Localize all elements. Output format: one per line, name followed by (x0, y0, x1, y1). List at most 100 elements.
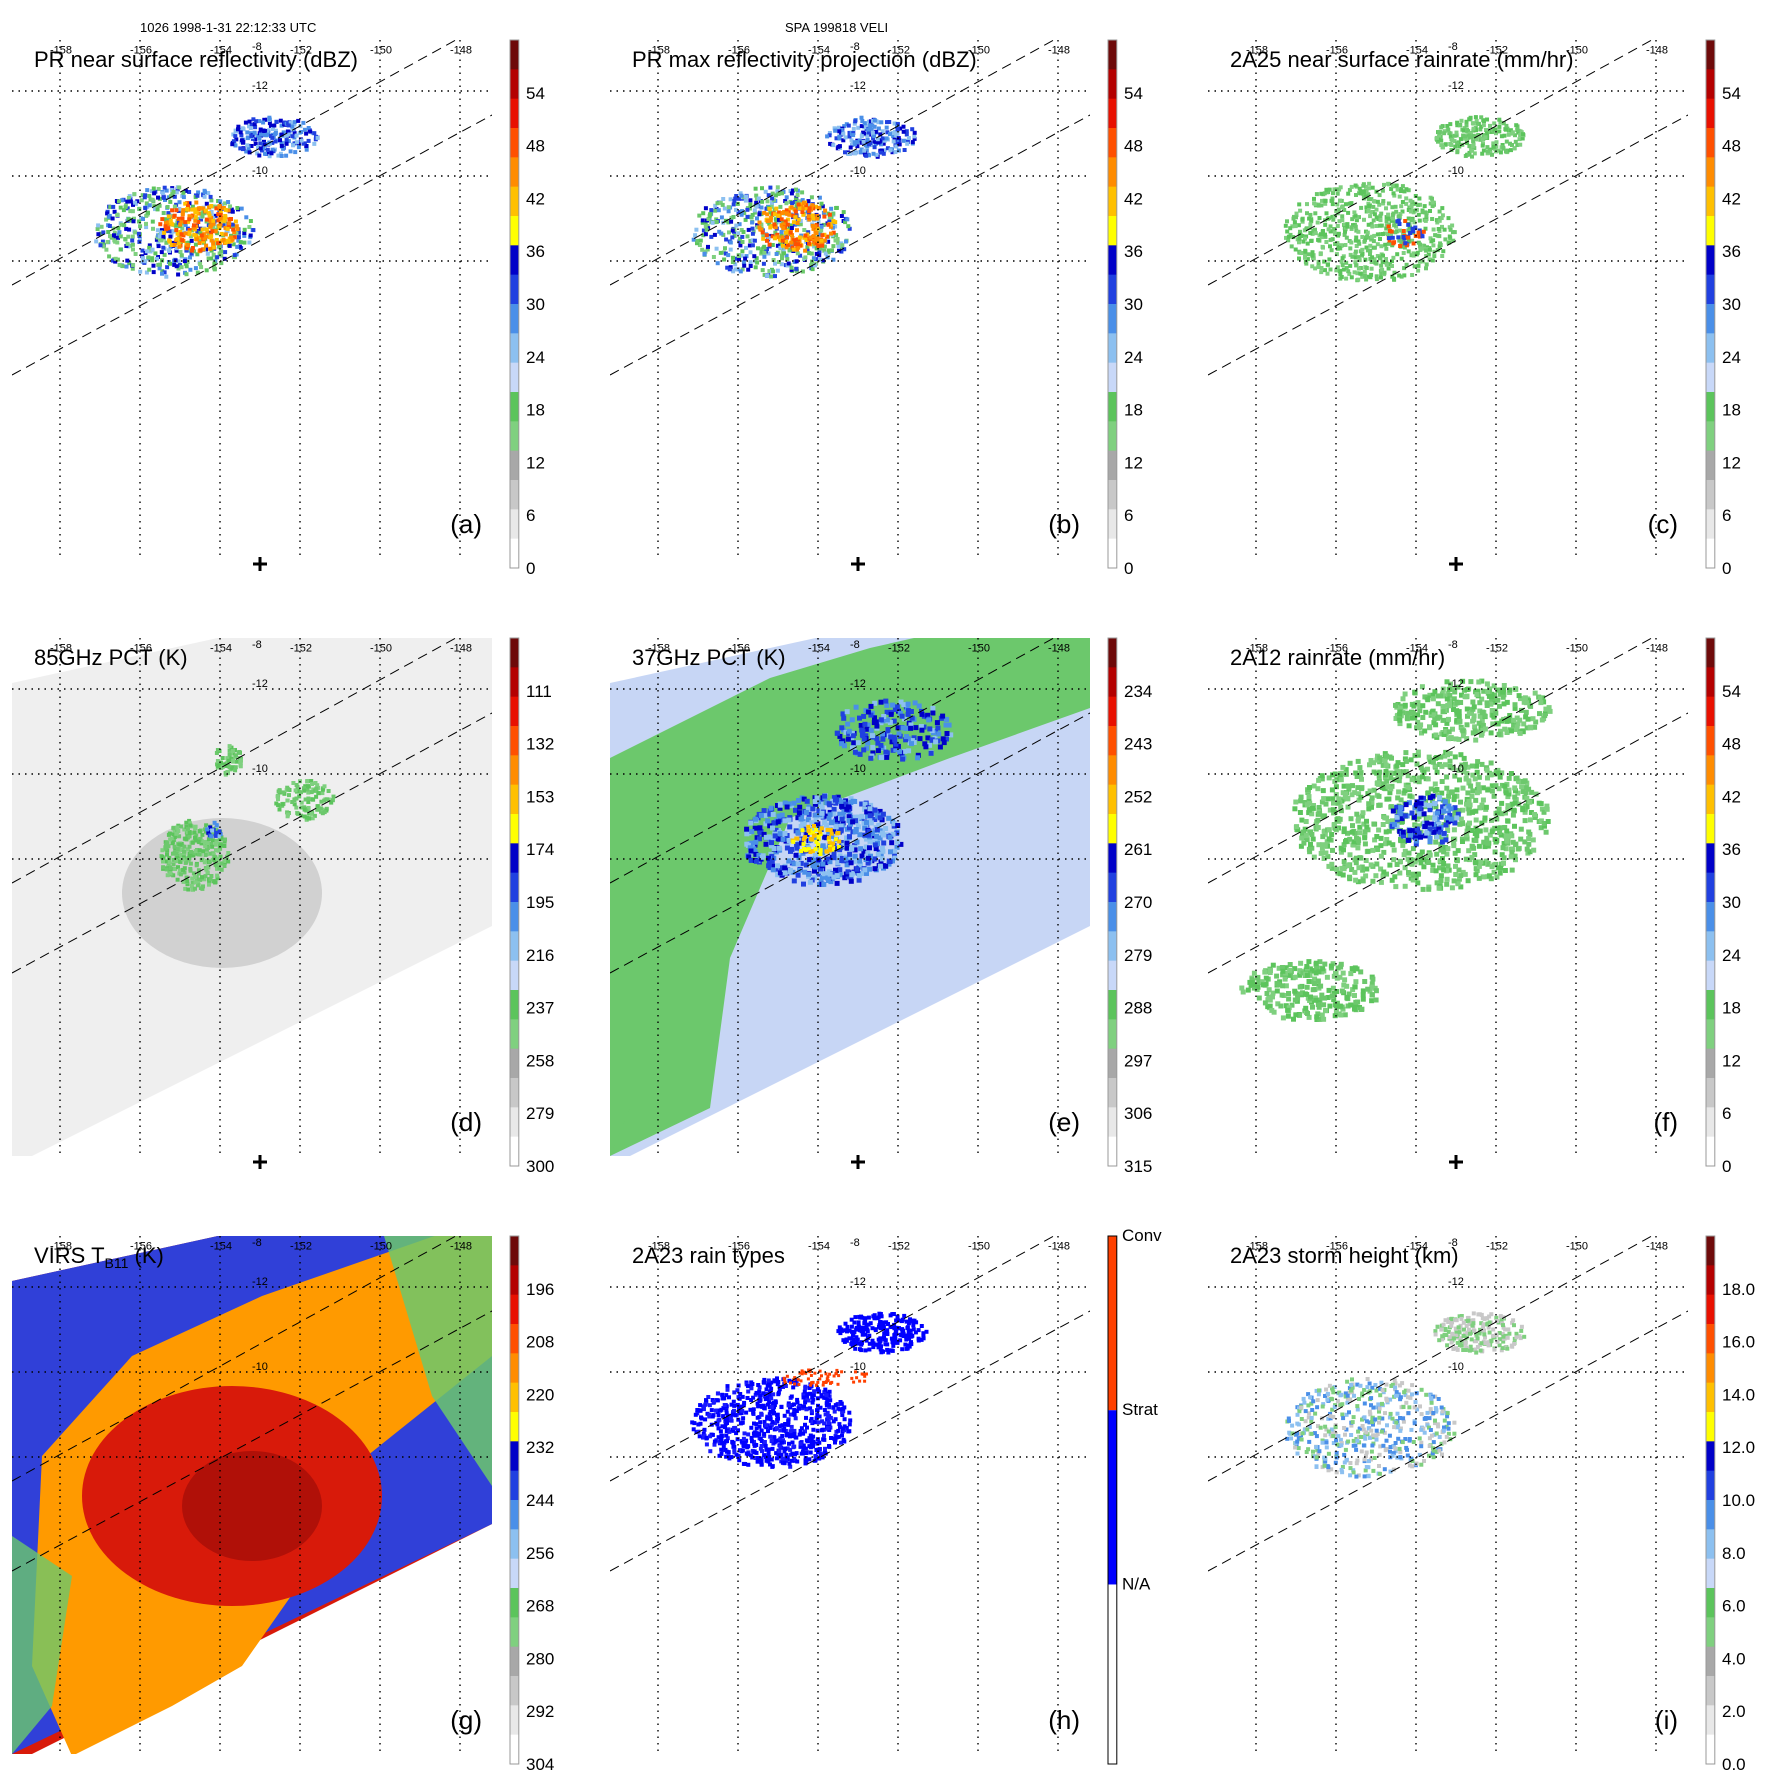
echo-pixel (1327, 187, 1332, 192)
echo-pixel (1301, 239, 1306, 244)
echo-pixel (807, 879, 813, 885)
echo-pixel (777, 210, 782, 215)
echo-pixel (760, 249, 765, 254)
echo-pixel (236, 124, 241, 129)
echo-pixel (144, 221, 148, 226)
echo-pixel (1359, 786, 1365, 792)
echo-pixel (1347, 760, 1353, 766)
echo-pixel (125, 241, 130, 246)
echo-pixel (208, 194, 213, 199)
echo-pixel (847, 134, 852, 139)
echo-pixel (215, 255, 220, 260)
echo-pixel (182, 827, 187, 832)
echo-pixel (874, 813, 880, 819)
echo-pixel (245, 143, 250, 148)
echo-pixel (877, 808, 883, 814)
echo-pixel (1464, 770, 1470, 776)
echo-pixel (1456, 767, 1462, 773)
echo-pixel (1414, 761, 1420, 767)
colorbar-segment (510, 1136, 519, 1167)
colorbar-segment (1108, 128, 1117, 158)
echo-pixel (1499, 134, 1504, 139)
echo-pixel (783, 219, 788, 224)
echo-pixel (1409, 218, 1414, 222)
echo-pixel (740, 249, 745, 254)
echo-pixel (1335, 265, 1340, 270)
echo-pixel (141, 256, 145, 261)
echo-pixel (744, 831, 750, 837)
colorbar-segment (510, 69, 519, 100)
echo-pixel (762, 244, 767, 249)
echo-pixel (1364, 277, 1369, 282)
echo-pixel (720, 202, 725, 207)
echo-pixel (273, 139, 278, 144)
echo-pixel (713, 208, 718, 213)
echo-pixel (178, 230, 183, 234)
echo-pixel (227, 224, 232, 229)
echo-pixel (771, 258, 776, 262)
echo-pixel (111, 204, 116, 209)
echo-pixel (220, 202, 224, 207)
echo-pixel (703, 221, 708, 226)
echo-pixel (787, 247, 792, 252)
echo-pixel (910, 127, 915, 132)
echo-pixel (311, 797, 316, 802)
echo-pixel (222, 839, 227, 844)
echo-pixel (944, 716, 950, 722)
echo-pixel (1518, 133, 1523, 137)
echo-pixel (829, 820, 834, 826)
echo-pixel (304, 147, 309, 152)
echo-pixel (728, 247, 733, 252)
echo-pixel (1323, 268, 1327, 273)
echo-pixel (1341, 826, 1347, 832)
echo-pixel (147, 194, 152, 198)
echo-pixel (864, 745, 870, 751)
echo-pixel (210, 828, 215, 833)
echo-pixel (1316, 842, 1322, 848)
echo-pixel (1430, 862, 1436, 868)
echo-pixel (1323, 801, 1329, 807)
echo-pixel (905, 711, 911, 717)
echo-pixel (1393, 884, 1399, 890)
echo-pixel (787, 867, 793, 873)
echo-pixel (820, 861, 826, 867)
echo-pixel (326, 789, 331, 793)
echo-pixel (211, 216, 216, 221)
echo-pixel (184, 272, 189, 277)
echo-pixel (927, 742, 933, 748)
colorbar-tick-label: 306 (1124, 1104, 1152, 1123)
echo-pixel (1510, 130, 1515, 135)
echo-pixel (237, 756, 242, 761)
colorbar-tick-label: 300 (526, 1157, 554, 1176)
echo-pixel (862, 806, 868, 812)
echo-pixel (1448, 134, 1453, 139)
lat-label: -8 (850, 639, 860, 651)
echo-pixel (1377, 769, 1383, 775)
echo-pixel (819, 228, 824, 233)
echo-pixel (831, 855, 837, 861)
echo-pixel (1440, 224, 1444, 229)
echo-pixel (209, 238, 214, 243)
echo-pixel (1412, 264, 1417, 269)
echo-pixel (1408, 231, 1413, 235)
colorbar-tick-label: 12 (1722, 453, 1741, 472)
echo-pixel (781, 226, 786, 231)
echo-pixel (844, 122, 849, 127)
echo-pixel (770, 196, 775, 201)
echo-pixel (805, 817, 811, 823)
echo-pixel (1384, 206, 1388, 211)
echo-pixel (797, 235, 802, 240)
echo-pixel (754, 193, 759, 198)
echo-pixel (215, 748, 220, 752)
echo-pixel (261, 120, 266, 125)
echo-pixel (112, 230, 117, 235)
colorbar-tick-label: 216 (526, 946, 554, 965)
echo-pixel (1336, 796, 1342, 802)
echo-pixel (209, 198, 214, 203)
echo-pixel (1356, 229, 1361, 234)
echo-pixel (896, 148, 901, 153)
echo-pixel (847, 834, 852, 840)
echo-pixel (1500, 845, 1506, 851)
echo-pixel (1447, 131, 1452, 136)
echo-pixel (1349, 201, 1354, 206)
